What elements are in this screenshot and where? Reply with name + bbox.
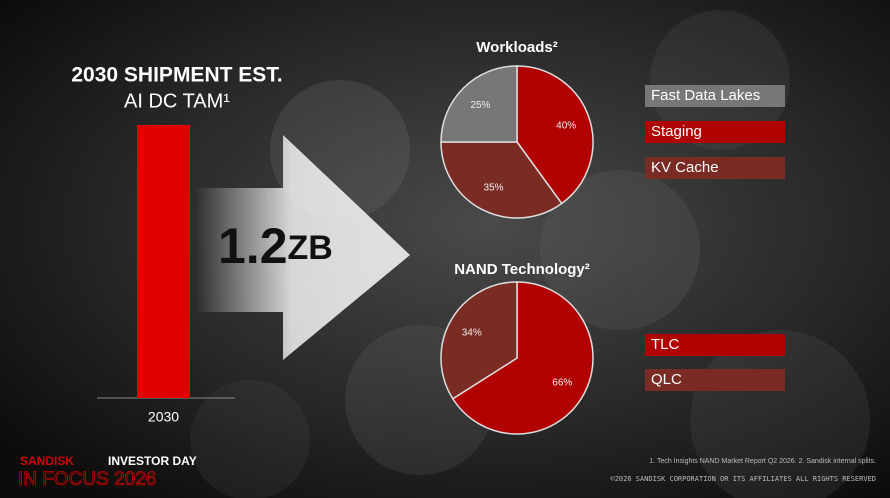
legend-label: QLC xyxy=(651,371,682,388)
slice-label: 34% xyxy=(462,328,482,339)
pie-slice xyxy=(516,65,594,205)
slice-label: 66% xyxy=(552,378,572,389)
event: INVESTOR DAY xyxy=(108,454,197,468)
slice-label: 40% xyxy=(556,121,576,132)
legend-swatch xyxy=(645,157,785,179)
bar-subtitle: AI DC TAM¹ xyxy=(124,90,230,112)
value-label: 1.2ZB xyxy=(218,218,333,274)
pie-slice xyxy=(440,281,518,400)
brand: SANDISK xyxy=(20,454,74,468)
legend-swatch xyxy=(645,121,785,143)
tagline: IN FOCUS 2026 xyxy=(18,469,156,490)
legend-swatch xyxy=(645,334,785,356)
legend-label: Fast Data Lakes xyxy=(651,87,760,104)
pie-slice xyxy=(440,65,518,143)
legend-label: Staging xyxy=(651,123,702,140)
bar-title: 2030 SHIPMENT EST. xyxy=(71,64,282,87)
bar xyxy=(137,125,190,398)
copyright: ©2026 SANDISK CORPORATION OR ITS AFFILIA… xyxy=(610,475,876,483)
value-unit: ZB xyxy=(288,229,333,267)
footnote: 1. Tech Insights NAND Market Report Q2 2… xyxy=(649,458,876,465)
value-number: 1.2 xyxy=(218,218,288,274)
x-tick-label: 2030 xyxy=(148,409,179,425)
arrow xyxy=(195,135,410,360)
pie-title: NAND Technology² xyxy=(454,261,590,278)
slice-label: 25% xyxy=(470,100,490,111)
pie-slice xyxy=(440,141,563,219)
slice-label: 35% xyxy=(484,183,504,194)
legend-label: TLC xyxy=(651,336,680,353)
legend-swatch xyxy=(645,369,785,391)
pie-title: Workloads² xyxy=(476,39,557,56)
legend-swatch xyxy=(645,85,785,107)
legend-label: KV Cache xyxy=(651,159,719,176)
pie-slice xyxy=(451,281,594,435)
coins xyxy=(190,10,870,498)
